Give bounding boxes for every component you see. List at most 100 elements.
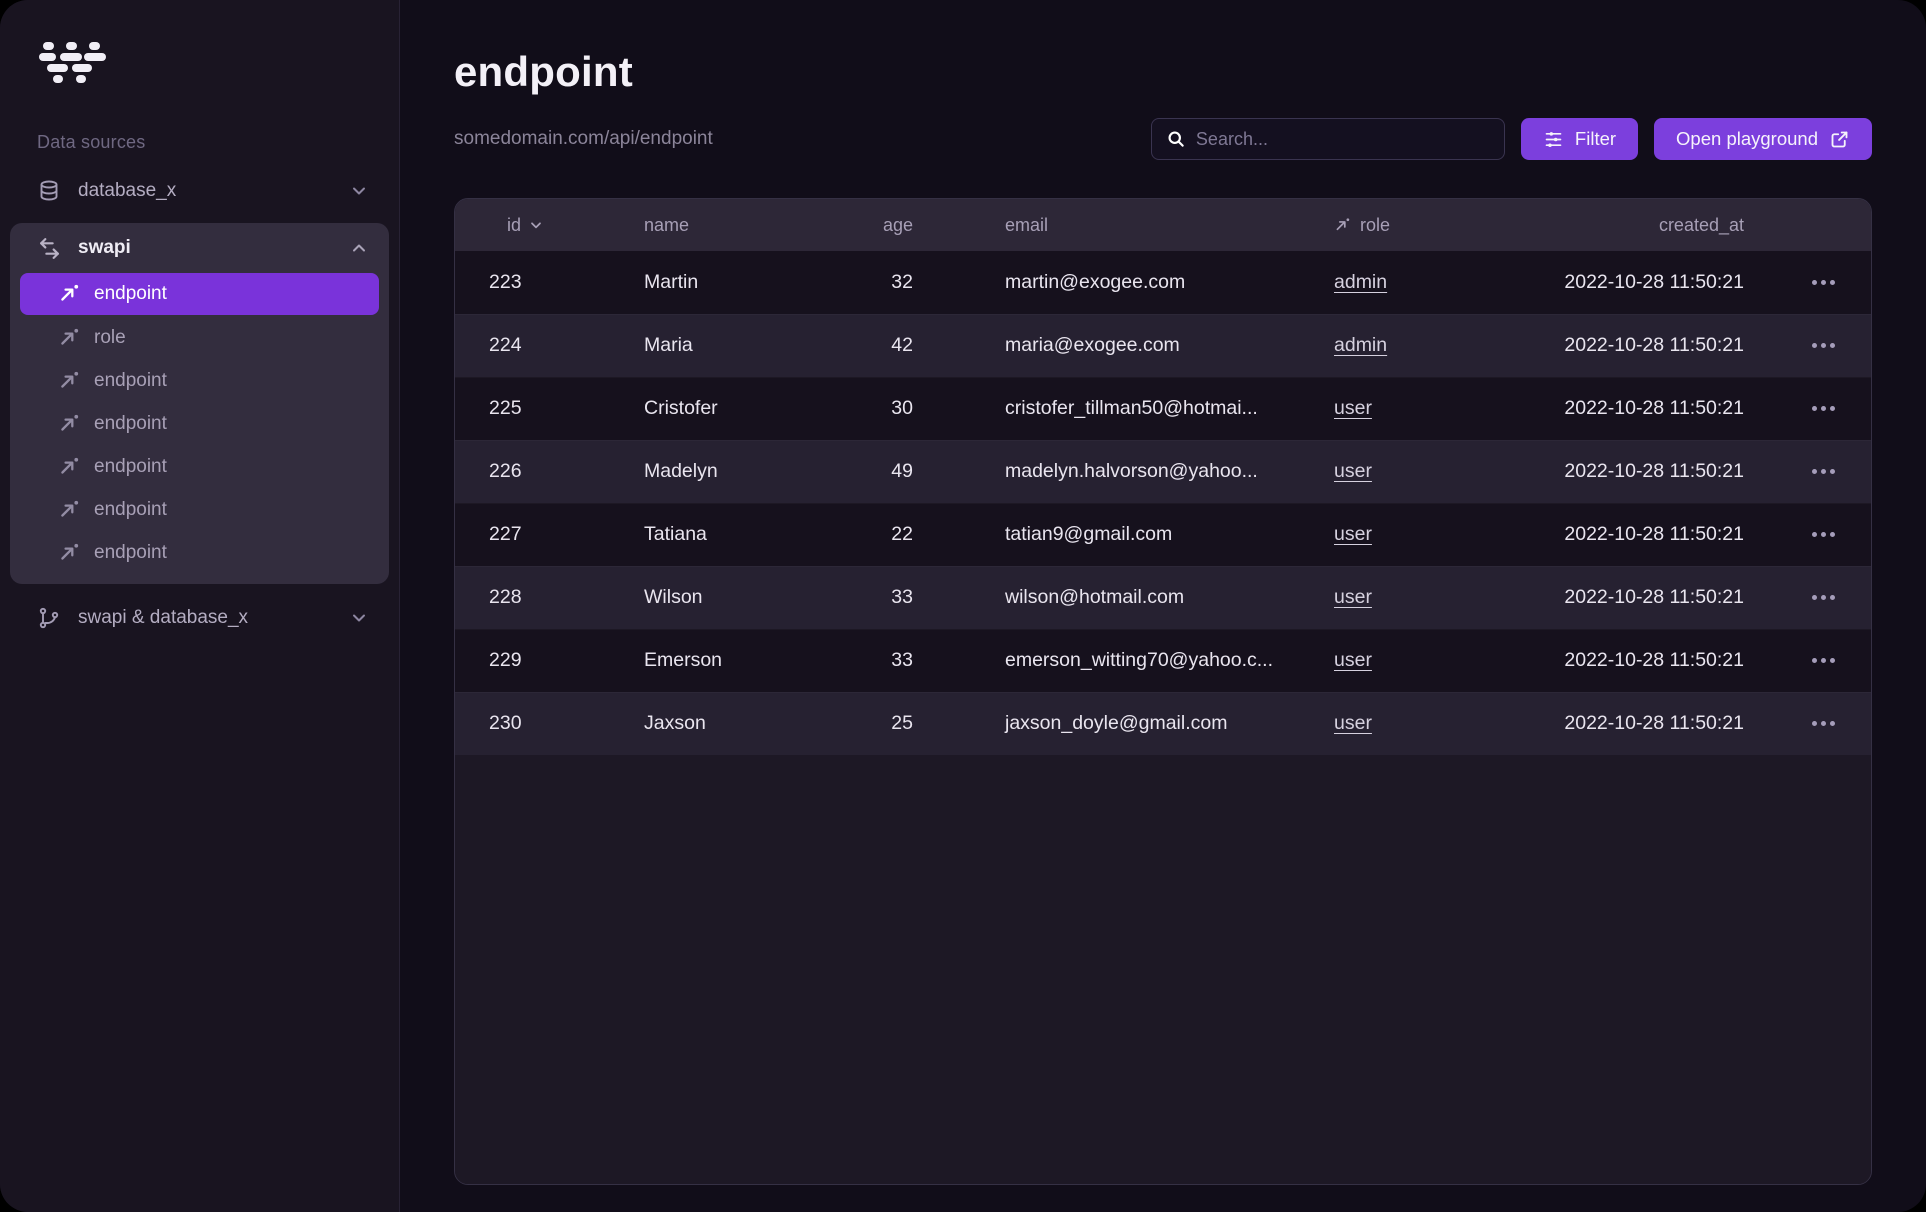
- row-menu-button[interactable]: [1806, 652, 1841, 669]
- cell-actions: [1744, 463, 1871, 480]
- cell-email: maria@exogee.com: [1005, 334, 1180, 356]
- database-icon: [37, 179, 61, 203]
- row-menu-button[interactable]: [1806, 337, 1841, 354]
- column-header-name: name: [644, 214, 690, 235]
- filter-sliders-icon: [1545, 131, 1562, 147]
- role-link[interactable]: user: [1334, 460, 1372, 482]
- sort-chevron-icon: [531, 222, 541, 229]
- cell-name: Tatiana: [644, 523, 707, 545]
- sidebar-item-endpoint[interactable]: endpoint: [20, 402, 379, 445]
- cell-email: madelyn.halvorson@yahoo...: [1005, 460, 1258, 482]
- cell-name: Jaxson: [644, 712, 706, 734]
- table-row[interactable]: 224 Maria 42 maria@exogee.com admin 2022…: [455, 314, 1871, 377]
- cell-name: Madelyn: [644, 460, 718, 482]
- swapi-group-panel: swapi endpoint role: [10, 223, 389, 584]
- sidebar-item-swapi[interactable]: swapi: [10, 223, 389, 273]
- role-link[interactable]: user: [1334, 712, 1372, 734]
- role-link[interactable]: user: [1334, 523, 1372, 545]
- sidebar-item-label: endpoint: [94, 455, 167, 477]
- cell-age: 30: [891, 397, 913, 419]
- cell-role: user: [1274, 649, 1514, 672]
- row-menu-button[interactable]: [1806, 589, 1841, 606]
- row-menu-button[interactable]: [1806, 526, 1841, 543]
- sidebar-item-endpoint[interactable]: endpoint: [20, 531, 379, 574]
- cell-age: 22: [891, 523, 913, 545]
- main-content: endpoint somedomain.com/api/endpoint: [400, 0, 1926, 1212]
- sidebar-item-label: endpoint: [94, 369, 167, 391]
- sidebar-item-database-x[interactable]: database_x: [0, 169, 399, 213]
- sidebar-item-swapi-and-database-x[interactable]: swapi & database_x: [0, 596, 399, 640]
- cell-id: 226: [489, 460, 522, 482]
- table-row[interactable]: 226 Madelyn 49 madelyn.halvorson@yahoo..…: [455, 440, 1871, 503]
- column-header-role: role: [1274, 215, 1514, 236]
- cell-name: Maria: [644, 334, 693, 356]
- cell-name: Wilson: [644, 586, 703, 608]
- controls-row: somedomain.com/api/endpoint Filter: [454, 118, 1872, 160]
- row-menu-button[interactable]: [1806, 400, 1841, 417]
- role-link[interactable]: admin: [1334, 334, 1388, 356]
- sidebar-item-label: endpoint: [94, 412, 167, 434]
- table-row[interactable]: 229 Emerson 33 emerson_witting70@yahoo.c…: [455, 629, 1871, 692]
- column-header-label: role: [1360, 214, 1391, 235]
- table-empty-area: [455, 755, 1871, 1184]
- cell-email: jaxson_doyle@gmail.com: [1005, 712, 1228, 734]
- open-playground-button[interactable]: Open playground: [1654, 118, 1872, 160]
- table-row[interactable]: 228 Wilson 33 wilson@hotmail.com user 20…: [455, 566, 1871, 629]
- endpoint-arrow-icon: [58, 327, 80, 349]
- table-row[interactable]: 230 Jaxson 25 jaxson_doyle@gmail.com use…: [455, 692, 1871, 755]
- cell-role: user: [1274, 586, 1514, 609]
- sidebar-item-endpoint[interactable]: endpoint: [20, 359, 379, 402]
- chevron-down-icon: [349, 608, 369, 628]
- page-title: endpoint: [454, 48, 633, 95]
- cell-age: 32: [891, 271, 913, 293]
- cell-age: 42: [891, 334, 913, 356]
- cell-created-at: 2022-10-28 11:50:21: [1564, 397, 1744, 419]
- role-link[interactable]: user: [1334, 397, 1372, 419]
- sidebar: Data sources database_x: [0, 0, 400, 1212]
- cell-name: Martin: [644, 271, 699, 293]
- role-link[interactable]: user: [1334, 649, 1372, 671]
- search-icon: [1168, 131, 1184, 147]
- chevron-down-icon: [349, 181, 369, 201]
- sidebar-item-label: endpoint: [94, 541, 167, 563]
- cell-actions: [1744, 337, 1871, 354]
- column-header-label: id: [507, 214, 522, 235]
- table-row[interactable]: 227 Tatiana 22 tatian9@gmail.com user 20…: [455, 503, 1871, 566]
- column-header-created-at: created_at: [1658, 214, 1744, 235]
- sidebar-item-endpoint[interactable]: endpoint: [20, 445, 379, 488]
- cell-actions: [1744, 715, 1871, 732]
- cell-age: 49: [891, 460, 913, 482]
- endpoint-arrow-icon: [58, 542, 80, 564]
- row-menu-button[interactable]: [1806, 715, 1841, 732]
- ellipsis-icon: [1812, 406, 1817, 411]
- relation-arrow-icon: [1334, 217, 1351, 234]
- search-input[interactable]: [1195, 128, 1490, 150]
- cell-age: 33: [891, 649, 913, 671]
- role-link[interactable]: user: [1334, 586, 1372, 608]
- cell-email: martin@exogee.com: [1005, 271, 1186, 293]
- sidebar-item-endpoint-selected[interactable]: endpoint: [20, 273, 379, 315]
- endpoint-arrow-icon: [58, 499, 80, 521]
- sidebar-item-role[interactable]: role: [20, 316, 379, 359]
- column-header-email: email: [1005, 214, 1049, 235]
- role-link[interactable]: admin: [1334, 271, 1388, 293]
- data-sources-label: Data sources: [37, 132, 146, 152]
- sidebar-item-label: swapi: [78, 237, 131, 258]
- table-row[interactable]: 223 Martin 32 martin@exogee.com admin 20…: [455, 251, 1871, 314]
- sidebar-item-endpoint[interactable]: endpoint: [20, 488, 379, 531]
- cell-email: cristofer_tillman50@hotmai...: [1005, 397, 1258, 419]
- cell-name: Cristofer: [644, 397, 718, 419]
- open-playground-label: Open playground: [1676, 128, 1818, 149]
- endpoint-arrow-icon: [58, 283, 80, 305]
- table-row[interactable]: 225 Cristofer 30 cristofer_tillman50@hot…: [455, 377, 1871, 440]
- row-menu-button[interactable]: [1806, 274, 1841, 291]
- filter-button[interactable]: Filter: [1520, 118, 1639, 160]
- search-box: [1150, 118, 1505, 160]
- cell-role: user: [1274, 460, 1514, 483]
- column-header-id[interactable]: id: [455, 215, 644, 236]
- cell-created-at: 2022-10-28 11:50:21: [1564, 712, 1744, 734]
- row-menu-button[interactable]: [1806, 463, 1841, 480]
- sidebar-item-label: endpoint: [94, 498, 167, 520]
- data-table: id name age email role created_at: [454, 198, 1872, 1185]
